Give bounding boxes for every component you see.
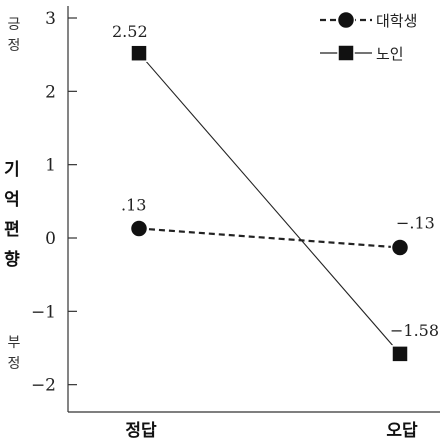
y-tick-label: 3: [45, 9, 56, 29]
y-tick-label: 0: [45, 229, 56, 249]
y-axis-label-char: 향: [4, 249, 20, 270]
bottom-label-char: 정: [8, 356, 21, 372]
data-label: 2.52: [112, 22, 148, 41]
data-point-square: [130, 44, 148, 62]
data-point-square: [391, 345, 409, 363]
axes: [67, 6, 440, 413]
legend-marker-square: [337, 44, 355, 62]
series-line-1: [138, 227, 401, 249]
y-ticks: 3 2 1 0 −1 −2: [31, 9, 77, 396]
top-label-char: 긍: [8, 17, 21, 33]
data-point-circle: [129, 219, 149, 238]
y-tick-label: 1: [45, 156, 56, 176]
series: .13 −.13 2.52 −1.58: [112, 22, 439, 363]
y-axis-label-char: 편: [4, 220, 20, 240]
y-tick-label: 2: [45, 82, 56, 102]
top-label-char: 정: [8, 38, 21, 54]
legend-marker-circle: [336, 10, 356, 30]
category-labels: 정답 오답: [125, 421, 418, 441]
data-label: −1.58: [390, 321, 439, 340]
legend-label: 노인: [376, 45, 404, 63]
bottom-label-char: 부: [8, 335, 21, 351]
data-label: −.13: [396, 214, 435, 233]
legend-label: 대학생: [376, 12, 417, 30]
series-line-2: [138, 52, 401, 355]
y-axis-label-char: 억: [4, 190, 20, 210]
y-tick-label: −2: [31, 376, 56, 396]
y-tick-label: −1: [31, 302, 56, 322]
x-category-label: 정답: [125, 421, 157, 441]
data-point-circle: [390, 238, 410, 257]
data-label: .13: [121, 195, 146, 214]
y-axis-label-char: 기: [4, 160, 20, 180]
x-category-label: 오답: [386, 421, 418, 441]
